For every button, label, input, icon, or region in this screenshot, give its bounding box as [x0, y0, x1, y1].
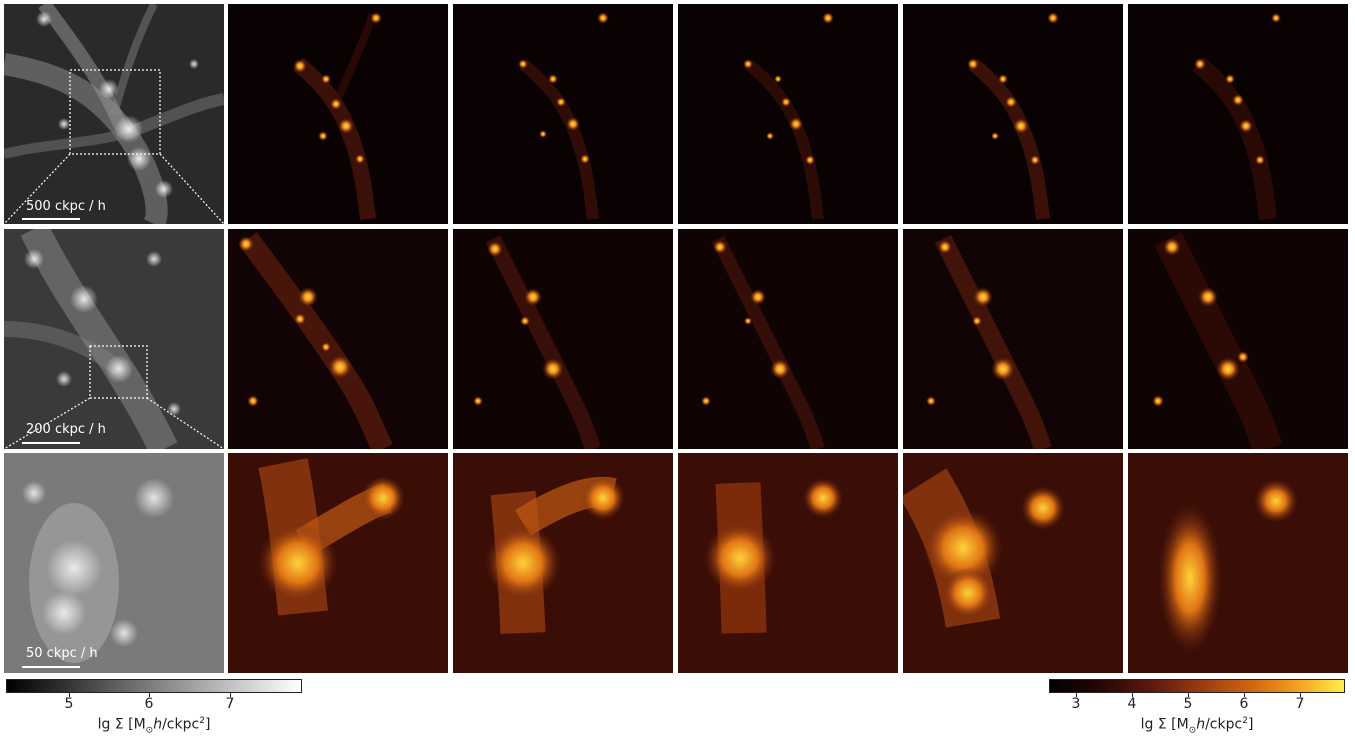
scale-label-row3: 50 ckpc / h — [26, 646, 98, 661]
scale-bar-row1 — [22, 218, 80, 220]
gas-panel-row1-col2 — [453, 4, 673, 224]
colorbar-gray — [6, 679, 302, 693]
colorbar-hot — [1049, 679, 1345, 693]
scale-bar-row3 — [22, 666, 80, 668]
gas-panel-row1-col5 — [1128, 4, 1348, 224]
cb-left-label-prefix: lg Σ [M — [97, 716, 146, 733]
cb-left-tickmark — [69, 693, 70, 697]
gas-panel-row2-col4 — [903, 229, 1123, 449]
gas-panel-row3-col4 — [903, 453, 1123, 673]
cb-right-tickmark — [1188, 693, 1189, 697]
cb-left-label-sup: 2 — [199, 716, 205, 726]
cb-right-tickmark — [1244, 693, 1245, 697]
cb-right-label-mid: /ckpc — [1205, 716, 1243, 733]
colorbar-right-label: lg Σ [M⊙h/ckpc2] — [1141, 716, 1254, 735]
cb-left-label-mid: /ckpc — [162, 716, 200, 733]
gas-panel-row3-col3 — [678, 453, 898, 673]
gas-panel-row2-col1 — [228, 229, 448, 449]
cb-left-tick: 6 — [144, 696, 154, 712]
cb-left-label-sub: ⊙ — [145, 725, 154, 736]
cb-right-tickmark — [1132, 693, 1133, 697]
gas-panel-row3-col5 — [1128, 453, 1348, 673]
gas-panel-row1-col1 — [228, 4, 448, 224]
scale-bar-row2 — [22, 442, 80, 444]
cb-left-tick: 7 — [225, 696, 235, 712]
cb-right-tick: 4 — [1127, 696, 1137, 712]
cb-left-label-italic: h — [153, 716, 163, 733]
cb-right-label-sup: 2 — [1242, 716, 1248, 726]
dm-panel-row3: 50 ckpc / h — [4, 453, 224, 673]
dm-panel-row1: 500 ckpc / h — [4, 4, 224, 224]
cb-right-label-sub: ⊙ — [1188, 725, 1197, 736]
scale-label-row2: 200 ckpc / h — [26, 422, 106, 437]
cb-right-tick: 6 — [1239, 696, 1249, 712]
cb-left-tick: 5 — [64, 696, 74, 712]
dm-panel-row2: 200 ckpc / h — [4, 229, 224, 449]
cb-left-label-suffix: ] — [204, 716, 211, 733]
gas-panel-row3-col2 — [453, 453, 673, 673]
cb-left-tickmark — [230, 693, 231, 697]
cb-right-tick: 3 — [1071, 696, 1081, 712]
cb-right-label-italic: h — [1196, 716, 1206, 733]
gas-panel-row1-col4 — [903, 4, 1123, 224]
colorbar-left-label: lg Σ [M⊙h/ckpc2] — [98, 716, 211, 735]
gas-panel-row2-col2 — [453, 229, 673, 449]
cb-right-tick: 5 — [1183, 696, 1193, 712]
cb-right-label-prefix: lg Σ [M — [1140, 716, 1189, 733]
cb-left-tickmark — [149, 693, 150, 697]
gas-panel-row2-col3 — [678, 229, 898, 449]
cb-right-label-suffix: ] — [1247, 716, 1254, 733]
cb-right-tick: 7 — [1295, 696, 1305, 712]
gas-panel-row1-col3 — [678, 4, 898, 224]
gas-panel-row2-col5 — [1128, 229, 1348, 449]
cb-right-tickmark — [1300, 693, 1301, 697]
scale-label-row1: 500 ckpc / h — [26, 199, 106, 214]
cb-right-tickmark — [1076, 693, 1077, 697]
gas-panel-row3-col1 — [228, 453, 448, 673]
